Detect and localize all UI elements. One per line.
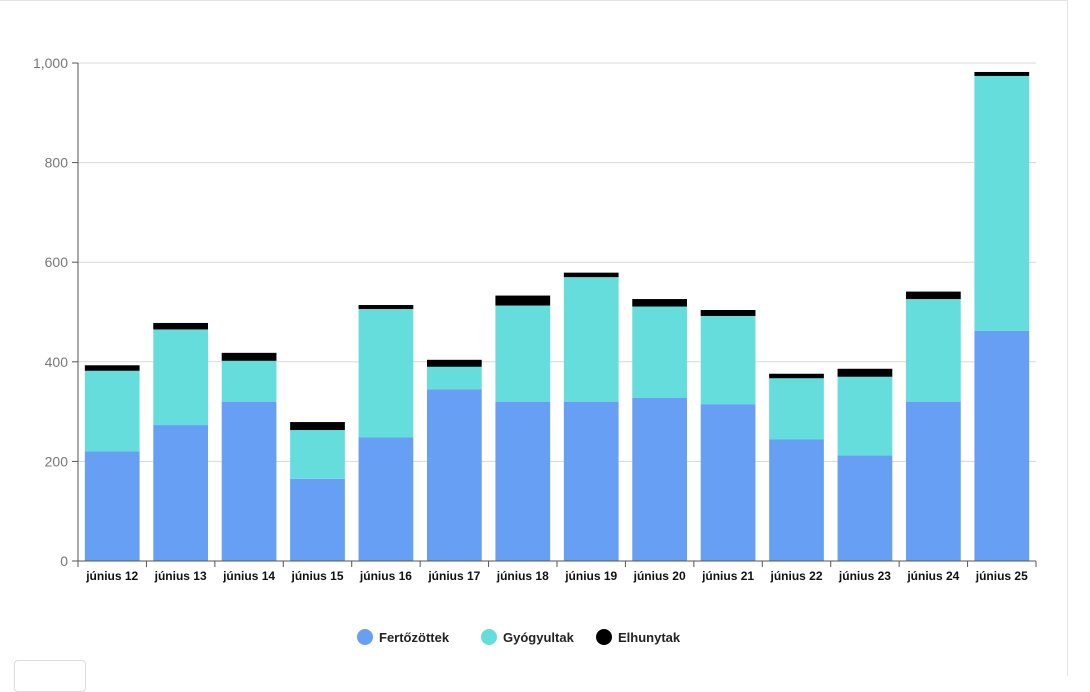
stacked-bar-chart: 0 200 400 600 800 1,000 június 12 június 13 júni…: [33, 55, 1037, 645]
bar-segment-elhunytak[interactable]: [769, 373, 824, 379]
bar-segment-elhunytak[interactable]: [221, 352, 277, 361]
bar-segment-gyógyultak[interactable]: [905, 299, 961, 402]
legend: Fertőzöttek Gyógyultak Elhunytak: [357, 629, 681, 645]
bar-segment-elhunytak[interactable]: [495, 295, 551, 306]
bar-segment-gyógyultak[interactable]: [700, 315, 756, 405]
bar-segment-fertőzöttek[interactable]: [221, 401, 277, 561]
bar-segment-elhunytak[interactable]: [358, 305, 414, 310]
bar-segment-fertőzöttek[interactable]: [974, 330, 1030, 561]
bar-segment-fertőzöttek[interactable]: [632, 397, 688, 561]
bar-layer: [84, 71, 1030, 561]
x-tick-label: június 21: [701, 569, 754, 583]
x-tick-label: június 17: [427, 569, 480, 583]
bar-segment-fertőzöttek[interactable]: [290, 478, 345, 561]
bar-segment-gyógyultak[interactable]: [84, 370, 140, 452]
bar-segment-gyógyultak[interactable]: [563, 277, 619, 402]
bar-segment-elhunytak[interactable]: [974, 71, 1030, 76]
y-tick-label: 0: [60, 553, 68, 569]
x-tick-label: június 14: [222, 569, 275, 583]
legend-marker-fertőzöttek[interactable]: [357, 629, 373, 645]
legend-label[interactable]: Elhunytak: [618, 630, 681, 645]
bar-segment-elhunytak[interactable]: [700, 310, 756, 316]
bar-segment-elhunytak[interactable]: [905, 291, 961, 300]
x-tick-label: június 16: [359, 569, 412, 583]
bar-segment-fertőzöttek[interactable]: [700, 404, 756, 561]
bar-segment-fertőzöttek[interactable]: [769, 439, 824, 561]
x-tick-label: június 25: [975, 569, 1028, 583]
bar-segment-gyógyultak[interactable]: [358, 309, 414, 438]
x-tick-label: június 24: [906, 569, 959, 583]
bar-segment-gyógyultak[interactable]: [495, 305, 551, 402]
bar-segment-fertőzöttek[interactable]: [905, 401, 961, 561]
legend-label[interactable]: Gyógyultak: [503, 630, 575, 645]
bar-segment-elhunytak[interactable]: [426, 359, 482, 367]
x-tick-label: június 12: [85, 569, 138, 583]
bar-segment-gyógyultak[interactable]: [769, 378, 824, 440]
y-tick-label: 800: [45, 155, 69, 171]
bar-segment-fertőzöttek[interactable]: [358, 437, 414, 561]
bar-segment-fertőzöttek[interactable]: [563, 401, 619, 561]
bar-segment-elhunytak[interactable]: [153, 322, 209, 330]
bar-segment-elhunytak[interactable]: [837, 368, 893, 377]
x-tick-label: június 23: [838, 569, 891, 583]
bar-segment-gyógyultak[interactable]: [290, 430, 345, 479]
legend-marker-gyógyultak[interactable]: [481, 629, 497, 645]
x-tick-label: június 22: [769, 569, 822, 583]
legend-marker-elhunytak[interactable]: [596, 629, 612, 645]
y-tick-label: 400: [45, 354, 69, 370]
bar-segment-fertőzöttek[interactable]: [153, 425, 209, 561]
bar-segment-gyógyultak[interactable]: [221, 360, 277, 402]
x-tick-label: június 20: [633, 569, 686, 583]
bar-segment-gyógyultak[interactable]: [837, 376, 893, 456]
x-tick-label: június 19: [564, 569, 617, 583]
chart-frame: [0, 0, 1068, 676]
y-tick-label: 1,000: [33, 55, 68, 71]
legend-label[interactable]: Fertőzöttek: [379, 630, 450, 645]
x-tick-label: június 18: [496, 569, 549, 583]
y-tick-label: 600: [45, 254, 69, 270]
bar-segment-gyógyultak[interactable]: [426, 366, 482, 390]
bar-segment-gyógyultak[interactable]: [974, 75, 1030, 331]
x-tick-label: június 15: [290, 569, 343, 583]
axis-layer: 0 200 400 600 800 1,000 június 12 június 13 júni…: [33, 55, 1037, 583]
y-tick-label: 200: [45, 453, 69, 469]
x-tick-label: június 13: [154, 569, 207, 583]
bar-segment-gyógyultak[interactable]: [153, 329, 209, 426]
bar-segment-fertőzöttek[interactable]: [495, 401, 551, 561]
bar-segment-elhunytak[interactable]: [632, 299, 688, 307]
bar-segment-elhunytak[interactable]: [84, 365, 140, 371]
bar-segment-fertőzöttek[interactable]: [837, 455, 893, 561]
bar-segment-fertőzöttek[interactable]: [426, 389, 482, 561]
bar-segment-elhunytak[interactable]: [563, 272, 619, 278]
bar-segment-gyógyultak[interactable]: [632, 306, 688, 398]
bar-segment-fertőzöttek[interactable]: [84, 451, 140, 561]
bar-segment-elhunytak[interactable]: [290, 422, 345, 431]
